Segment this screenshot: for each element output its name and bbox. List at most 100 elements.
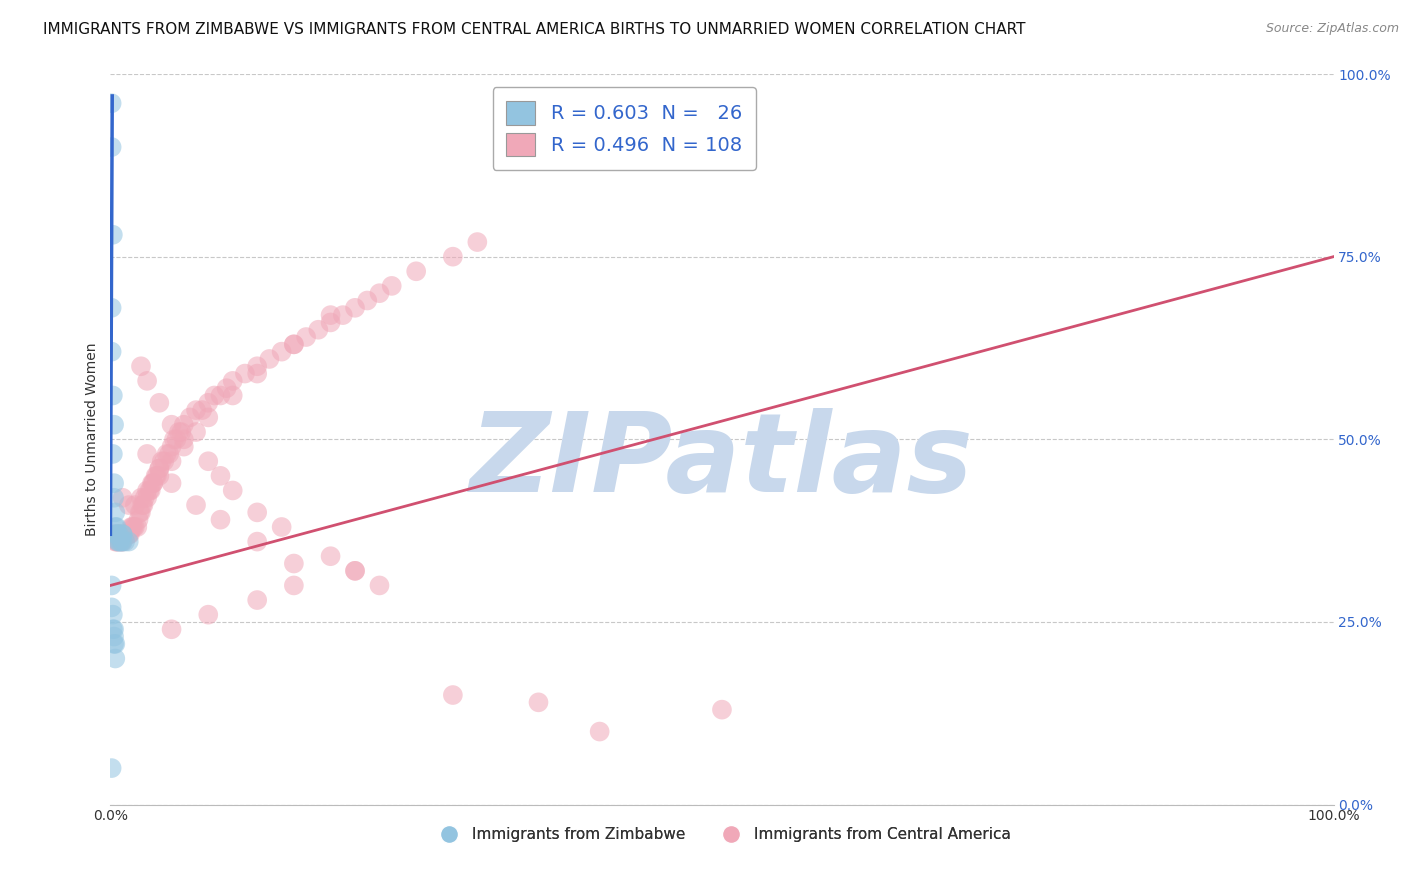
Point bbox=[105, 520, 128, 534]
Point bbox=[184, 498, 207, 512]
Point bbox=[100, 140, 122, 154]
Point bbox=[104, 505, 127, 519]
Point bbox=[259, 351, 281, 366]
Point bbox=[111, 534, 134, 549]
Point bbox=[108, 534, 131, 549]
Point bbox=[108, 534, 131, 549]
Point bbox=[184, 425, 207, 439]
Point bbox=[197, 454, 219, 468]
Point bbox=[588, 724, 610, 739]
Point bbox=[103, 622, 125, 636]
Point bbox=[405, 264, 427, 278]
Point bbox=[111, 527, 134, 541]
Point bbox=[160, 476, 183, 491]
Point bbox=[344, 564, 367, 578]
Point bbox=[136, 491, 159, 505]
Point bbox=[101, 388, 124, 402]
Point bbox=[156, 447, 179, 461]
Point bbox=[136, 483, 159, 498]
Point bbox=[100, 600, 122, 615]
Point bbox=[101, 622, 124, 636]
Point bbox=[246, 359, 269, 374]
Point bbox=[191, 403, 214, 417]
Point bbox=[107, 534, 129, 549]
Point bbox=[467, 235, 489, 249]
Point bbox=[283, 337, 305, 351]
Point bbox=[160, 622, 183, 636]
Point bbox=[103, 476, 125, 491]
Point bbox=[103, 527, 125, 541]
Point bbox=[283, 578, 305, 592]
Point bbox=[103, 491, 125, 505]
Point bbox=[100, 96, 122, 111]
Point bbox=[170, 425, 193, 439]
Point bbox=[197, 410, 219, 425]
Point bbox=[138, 483, 160, 498]
Point bbox=[295, 330, 318, 344]
Point bbox=[179, 410, 201, 425]
Point bbox=[209, 388, 232, 402]
Point bbox=[215, 381, 238, 395]
Y-axis label: Births to Unmarried Women: Births to Unmarried Women bbox=[86, 343, 100, 536]
Point bbox=[132, 498, 155, 512]
Point bbox=[441, 250, 464, 264]
Point bbox=[246, 593, 269, 607]
Point bbox=[115, 527, 138, 541]
Point bbox=[107, 534, 129, 549]
Point bbox=[368, 578, 391, 592]
Point bbox=[209, 513, 232, 527]
Point bbox=[148, 461, 170, 475]
Point bbox=[368, 286, 391, 301]
Point bbox=[103, 417, 125, 432]
Point bbox=[105, 534, 128, 549]
Point bbox=[101, 447, 124, 461]
Point bbox=[148, 461, 170, 475]
Point bbox=[118, 527, 141, 541]
Point bbox=[118, 498, 141, 512]
Point bbox=[105, 527, 128, 541]
Point bbox=[145, 468, 167, 483]
Point bbox=[710, 703, 733, 717]
Point bbox=[163, 433, 186, 447]
Point bbox=[129, 491, 152, 505]
Point bbox=[136, 447, 159, 461]
Point bbox=[344, 564, 367, 578]
Point bbox=[128, 505, 150, 519]
Point bbox=[129, 359, 152, 374]
Point bbox=[173, 433, 195, 447]
Text: Source: ZipAtlas.com: Source: ZipAtlas.com bbox=[1265, 22, 1399, 36]
Point bbox=[104, 637, 127, 651]
Point bbox=[103, 630, 125, 644]
Point bbox=[108, 527, 131, 541]
Point bbox=[222, 388, 245, 402]
Point bbox=[157, 447, 180, 461]
Point bbox=[153, 454, 176, 468]
Point bbox=[111, 491, 134, 505]
Point bbox=[202, 388, 225, 402]
Point bbox=[101, 527, 124, 541]
Legend: Immigrants from Zimbabwe, Immigrants from Central America: Immigrants from Zimbabwe, Immigrants fro… bbox=[427, 821, 1017, 848]
Point bbox=[122, 520, 145, 534]
Point bbox=[105, 527, 128, 541]
Point bbox=[246, 367, 269, 381]
Point bbox=[108, 527, 131, 541]
Point bbox=[160, 417, 183, 432]
Point bbox=[344, 301, 367, 315]
Point bbox=[124, 520, 146, 534]
Point bbox=[118, 527, 141, 541]
Point bbox=[332, 308, 354, 322]
Point bbox=[129, 505, 152, 519]
Point bbox=[100, 761, 122, 775]
Point bbox=[209, 468, 232, 483]
Point bbox=[107, 527, 129, 541]
Point bbox=[100, 578, 122, 592]
Point bbox=[100, 344, 122, 359]
Point bbox=[110, 534, 132, 549]
Point bbox=[527, 695, 550, 709]
Point bbox=[166, 433, 188, 447]
Point bbox=[222, 374, 245, 388]
Point bbox=[197, 607, 219, 622]
Point bbox=[111, 534, 134, 549]
Point bbox=[246, 505, 269, 519]
Point bbox=[160, 454, 183, 468]
